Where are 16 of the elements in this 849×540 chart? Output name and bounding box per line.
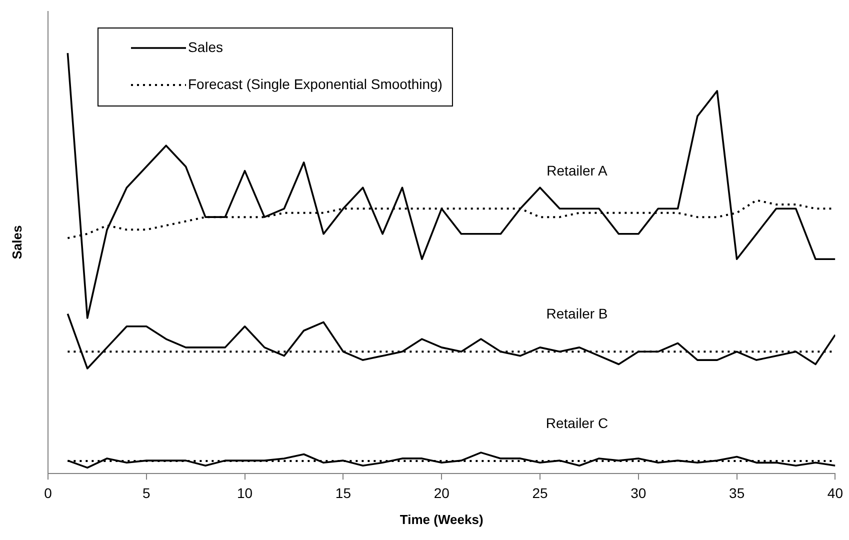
- annotation: Retailer A: [546, 162, 608, 179]
- x-axis-title: Time (Weeks): [400, 512, 484, 527]
- annotation: Retailer B: [546, 306, 608, 322]
- legend-label: Forecast (Single Exponential Smoothing): [188, 76, 442, 92]
- x-tick-label: 5: [142, 484, 151, 501]
- x-tick-label: 30: [630, 484, 646, 501]
- x-tick-label: 10: [237, 484, 253, 501]
- x-tick-label: 40: [827, 484, 844, 501]
- y-axis-title: Sales: [10, 225, 25, 260]
- legend-label: Sales: [188, 38, 224, 55]
- x-tick-label: 25: [532, 484, 548, 501]
- x-tick-label: 20: [434, 484, 450, 501]
- x-tick-label: 15: [335, 484, 352, 501]
- x-tick-label: 35: [729, 484, 745, 501]
- annotation: Retailer C: [546, 414, 608, 431]
- x-tick-label: 0: [44, 484, 52, 501]
